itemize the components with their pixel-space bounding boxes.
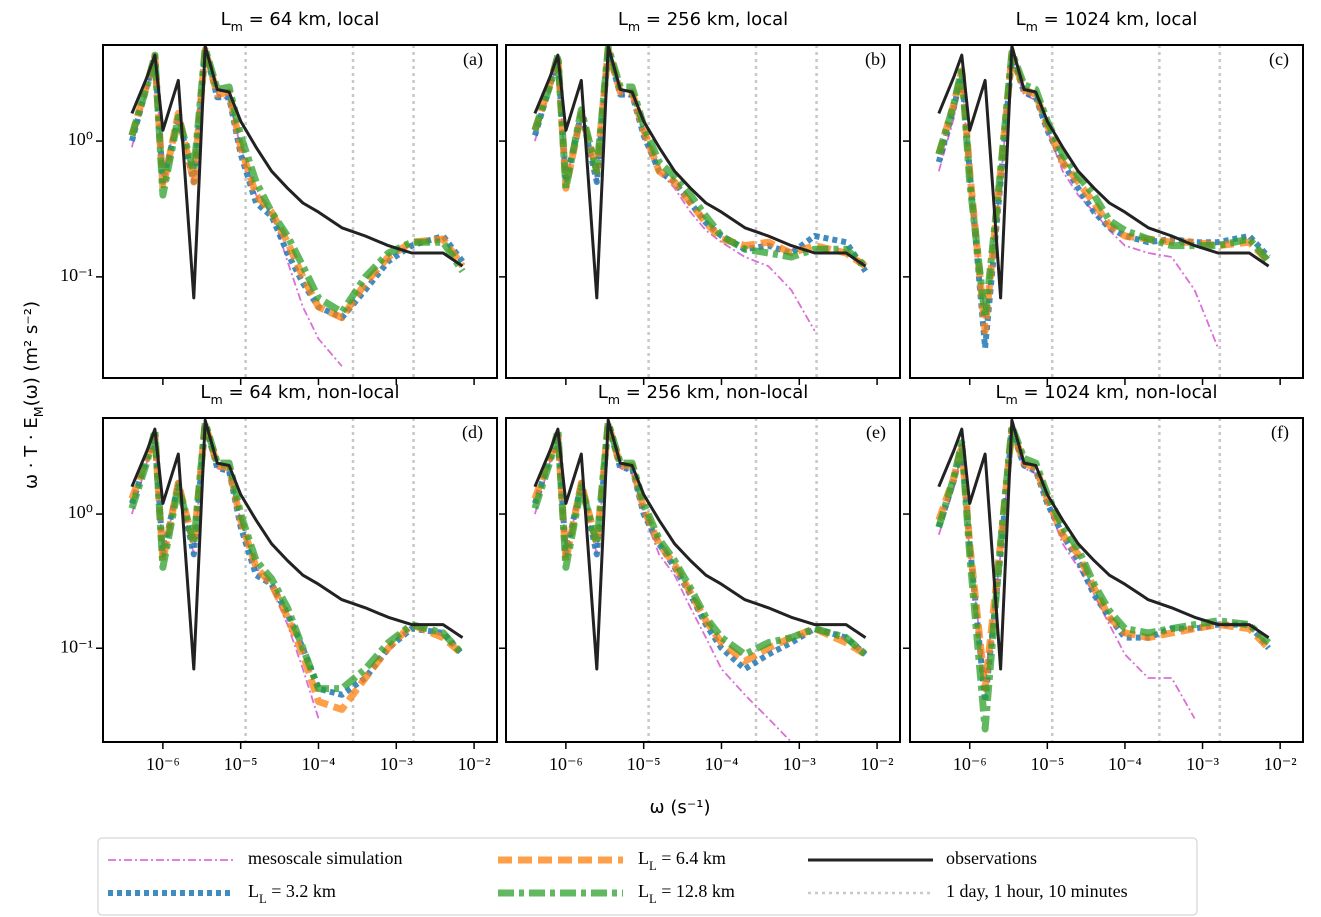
series-line: [935, 422, 1271, 733]
y-tick-label: 10⁰: [68, 129, 93, 149]
plot-area: [128, 45, 466, 378]
plot-area: [935, 45, 1272, 378]
x-tick-label: 10⁻⁵: [1030, 754, 1064, 774]
x-tick-label: 10⁻³: [380, 754, 414, 774]
x-tick-label: 10⁻⁴: [1108, 754, 1142, 774]
series-line: [937, 45, 1270, 300]
legend-label: observations: [946, 848, 1037, 868]
panel-label: (b): [865, 49, 886, 70]
panel-label: (f): [1271, 422, 1289, 443]
plot-area: [531, 418, 868, 742]
y-axis-label: ω · T · EM(ω) (m² s⁻²): [21, 301, 46, 489]
series-line: [531, 46, 868, 270]
series-line: [128, 45, 466, 316]
axes-frame: [102, 417, 498, 743]
series-line: [531, 45, 868, 269]
plot-area: [128, 418, 466, 742]
panel-title: Lm = 64 km, local: [221, 9, 380, 34]
x-tick-label: 10⁻²: [458, 754, 491, 774]
panel-title: Lm = 256 km, non-local: [598, 382, 809, 407]
series-line: [533, 45, 867, 300]
y-tick-label: 10⁰: [68, 502, 93, 522]
x-tick-label: 10⁻²: [861, 754, 894, 774]
y-tick-label: 10⁻¹: [60, 265, 93, 285]
x-tick-label: 10⁻³: [1186, 754, 1220, 774]
x-tick-label: 10⁻⁴: [302, 754, 336, 774]
x-tick-label: 10⁻⁵: [224, 754, 258, 774]
axes-frame: [102, 44, 498, 379]
axes-frame: [909, 417, 1304, 743]
panel-label: (c): [1269, 49, 1289, 70]
x-tick-label: 10⁻⁶: [953, 754, 987, 774]
series-line: [130, 45, 464, 300]
panel-label: (e): [866, 422, 886, 443]
panel-title: Lm = 256 km, local: [618, 9, 788, 34]
x-tick-label: 10⁻⁴: [705, 754, 739, 774]
series-line: [935, 425, 1272, 693]
x-tick-label: 10⁻⁵: [627, 754, 661, 774]
series-line: [533, 418, 867, 671]
legend-label: mesoscale simulation: [248, 848, 402, 868]
y-tick-label: 10⁻¹: [60, 636, 93, 656]
panel-title: Lm = 1024 km, local: [1016, 9, 1198, 34]
panel-label: (a): [463, 49, 483, 70]
x-tick-label: 10⁻⁶: [146, 754, 180, 774]
series-line: [935, 48, 1272, 322]
x-tick-label: 10⁻²: [1264, 754, 1297, 774]
plot-area: [531, 45, 868, 378]
axes-frame: [505, 44, 901, 379]
panel-label: (d): [462, 422, 483, 443]
x-axis-label: ω (s⁻¹): [650, 797, 711, 818]
series-line: [130, 418, 464, 671]
panel-title: Lm = 64 km, non-local: [200, 382, 399, 407]
axes-frame: [909, 44, 1304, 379]
x-tick-label: 10⁻⁶: [549, 754, 583, 774]
legend-label: 1 day, 1 hour, 10 minutes: [946, 881, 1128, 901]
series-line: [534, 425, 792, 742]
x-tick-label: 10⁻³: [783, 754, 817, 774]
series-line: [937, 418, 1270, 671]
legend-box: [97, 837, 1198, 916]
series-line: [131, 51, 343, 367]
axes-frame: [505, 417, 901, 743]
series-line: [532, 48, 868, 273]
panel-title: Lm = 1024 km, non-local: [995, 382, 1217, 407]
plot-area: [935, 418, 1272, 742]
